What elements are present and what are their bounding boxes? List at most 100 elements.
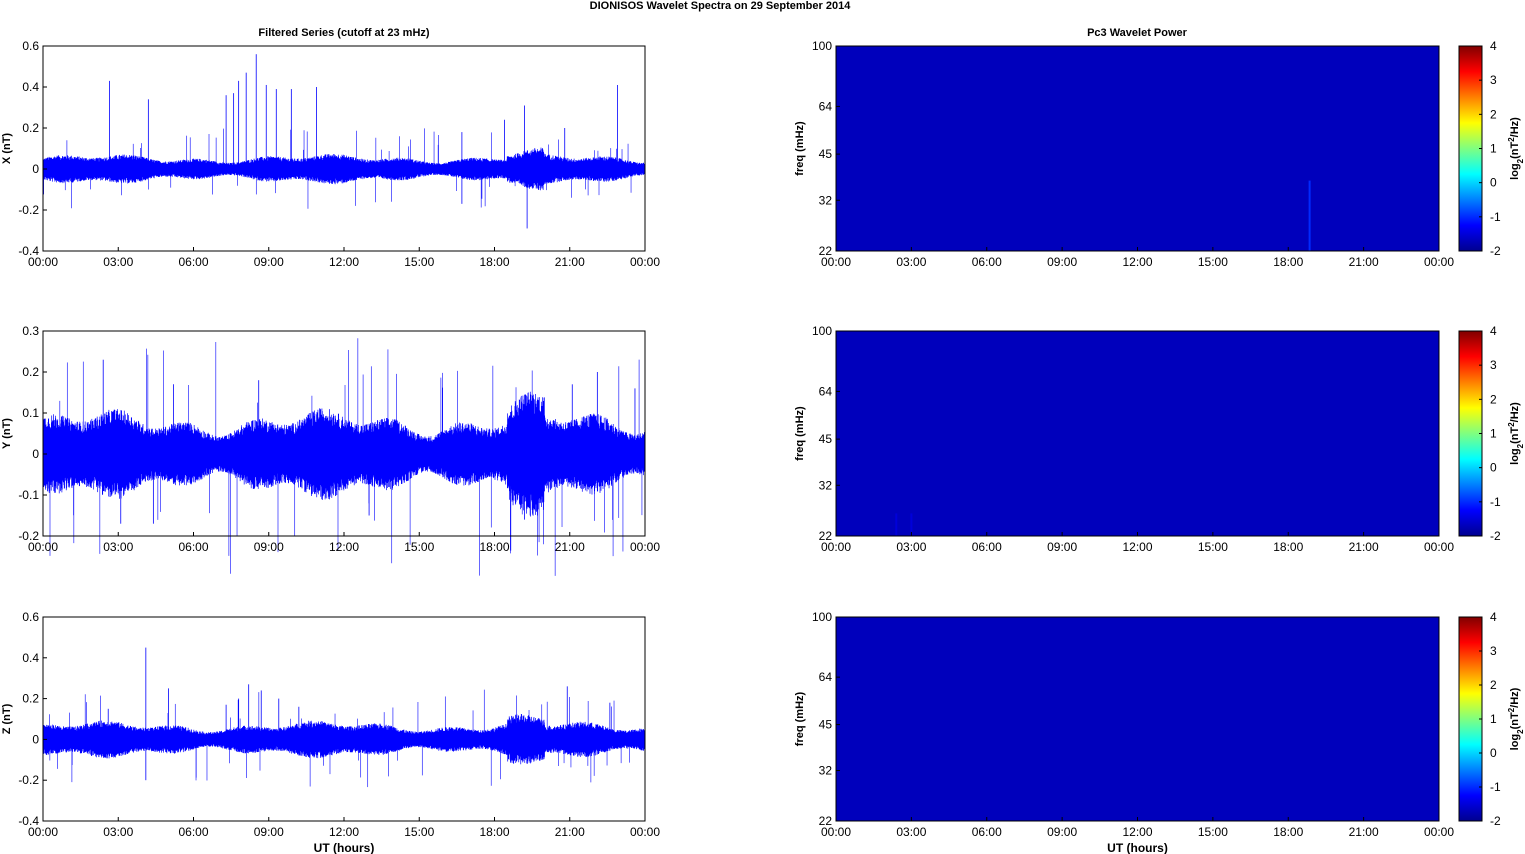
wavelet-panel-3-colorbar-tick-label: 3	[1490, 644, 1497, 658]
wavelet-panel-2-xtick-label: 00:00	[821, 540, 851, 554]
wavelet-panel-2-xtick-label: 12:00	[1122, 540, 1152, 554]
wavelet-panel-1-ytick-label: 22	[819, 244, 833, 258]
wavelet-panel-1-colorbar-tick-label: 3	[1490, 73, 1497, 87]
wavelet-panel-3-ytick-label: 22	[819, 814, 833, 828]
wavelet-panel-3-xlabel: UT (hours)	[1107, 841, 1168, 854]
wavelet-panel-2-colorbar-tick-label: 2	[1490, 392, 1497, 406]
series-panel-z-xtick-label: 06:00	[178, 825, 208, 839]
wavelet-panel-1-ytick-label: 100	[812, 39, 832, 53]
wavelet-panel-3-colorbar-tick-label: 2	[1490, 678, 1497, 692]
series-panel-y-trace	[42, 391, 646, 517]
series-panel-z-xtick-label: 15:00	[404, 825, 434, 839]
wavelet-panel-3-xtick-label: 18:00	[1273, 825, 1303, 839]
series-panel-y-xtick-label: 18:00	[479, 540, 509, 554]
series-panel-z-xtick-label: 21:00	[555, 825, 585, 839]
wavelet-panel-3-xtick-label: 21:00	[1349, 825, 1379, 839]
series-panel-x-ytick-label: 0	[32, 162, 39, 176]
wavelet-panel-2-xtick-label: 18:00	[1273, 540, 1303, 554]
series-panel-z-ytick-label: -0.4	[18, 814, 39, 828]
wavelet-panel-1-power-field	[836, 46, 1439, 251]
wavelet-panel-1-colorbar-tick-label: -1	[1490, 210, 1501, 224]
series-panel-z-ytick-label: 0.4	[22, 651, 39, 665]
series-panel-y-ylabel: Y (nT)	[1, 418, 13, 449]
wavelet-panel-1-colorbar-tick-label: 0	[1490, 176, 1497, 190]
wavelet-panel-3-xtick-label: 12:00	[1122, 825, 1152, 839]
right-column-title: Pc3 Wavelet Power	[1087, 27, 1188, 39]
series-panel-x-trace	[42, 147, 646, 191]
wavelet-panel-1-colorbar-tick-label: -2	[1490, 244, 1501, 258]
series-panel-x-xtick-label: 12:00	[329, 255, 359, 269]
wavelet-panel-1-xtick-label: 21:00	[1349, 255, 1379, 269]
wavelet-panel-2-ytick-label: 100	[812, 324, 832, 338]
series-panel-z-ytick-label: 0.2	[22, 692, 39, 706]
wavelet-panel-1-xtick-label: 06:00	[972, 255, 1002, 269]
series-panel-y-ytick-label: -0.2	[18, 529, 39, 543]
series-panel-z-xtick-label: 09:00	[254, 825, 284, 839]
series-panel-z-ytick-label: -0.2	[18, 773, 39, 787]
wavelet-panel-2-power-feature	[910, 513, 913, 536]
wavelet-panel-2-colorbar-tick-label: 1	[1490, 427, 1497, 441]
series-panel-y-xtick-label: 06:00	[178, 540, 208, 554]
series-panel-x-xtick-label: 21:00	[555, 255, 585, 269]
wavelet-panel-1-ytick-label: 64	[819, 99, 833, 113]
wavelet-panel-1-colorbar	[1458, 45, 1483, 252]
wavelet-panel-3-xtick-label: 09:00	[1047, 825, 1077, 839]
wavelet-panel-3-ytick-label: 100	[812, 610, 832, 624]
series-panel-x-ytick-label: -0.4	[18, 244, 39, 258]
wavelet-panel-3-xtick-label: 15:00	[1198, 825, 1228, 839]
wavelet-panel-1-colorbar-tick-label: 2	[1490, 107, 1497, 121]
wavelet-panel-2-xtick-label: 00:00	[1424, 540, 1454, 554]
wavelet-panel-3-xtick-label: 03:00	[896, 825, 926, 839]
series-panel-y-ytick-label: -0.1	[18, 488, 39, 502]
wavelet-panel-1-xtick-label: 03:00	[896, 255, 926, 269]
wavelet-panel-2-colorbar	[1458, 330, 1483, 537]
series-panel-x-xtick-label: 00:00	[630, 255, 660, 269]
series-panel-x-xtick-label: 00:00	[28, 255, 58, 269]
series-panel-z-xtick-label: 03:00	[103, 825, 133, 839]
wavelet-panel-1-xtick-label: 12:00	[1122, 255, 1152, 269]
wavelet-panel-3-colorbar-label: log2(nT2/Hz)	[1507, 687, 1525, 750]
wavelet-panel-3-xtick-label: 06:00	[972, 825, 1002, 839]
series-panel-y-ytick-label: 0.3	[22, 324, 39, 338]
series-panel-x-background	[43, 46, 645, 251]
wavelet-panel-3-ytick-label: 45	[819, 718, 833, 732]
wavelet-panel-3-xtick-label: 00:00	[821, 825, 851, 839]
wavelet-panel-3-colorbar	[1458, 616, 1483, 822]
wavelet-panel-2-ytick-label: 64	[819, 384, 833, 398]
wavelet-panel-2-colorbar-tick-label: -1	[1490, 495, 1501, 509]
wavelet-panel-3-xtick-label: 00:00	[1424, 825, 1454, 839]
series-panel-y-xtick-label: 12:00	[329, 540, 359, 554]
wavelet-panel-2-colorbar-tick-label: 4	[1490, 324, 1497, 338]
wavelet-panel-3-colorbar-tick-label: 1	[1490, 712, 1497, 726]
wavelet-panel-1-colorbar-tick-label: 1	[1490, 142, 1497, 156]
wavelet-panel-2-ytick-label: 22	[819, 529, 833, 543]
wavelet-panel-2-ytick-label: 32	[819, 478, 833, 492]
series-panel-y-xtick-label: 09:00	[254, 540, 284, 554]
wavelet-panel-1-xtick-label: 00:00	[1424, 255, 1454, 269]
wavelet-panel-2-colorbar-tick-label: 3	[1490, 358, 1497, 372]
wavelet-panel-2-power-field	[836, 331, 1439, 536]
series-panel-z-ytick-label: 0	[32, 732, 39, 746]
series-panel-y-xtick-label: 21:00	[555, 540, 585, 554]
wavelet-panel-2-ytick-label: 45	[819, 432, 833, 446]
wavelet-panel-2-colorbar-label: log2(nT2/Hz)	[1507, 402, 1525, 465]
left-column-title: Filtered Series (cutoff at 23 mHz)	[258, 27, 429, 39]
panels-group: -0.4 -0.2 0 0.2 0.4 0.6 X (nT) 00:00 03:00 06:00 0…	[1, 39, 1525, 854]
series-panel-y-xtick-label: 00:00	[28, 540, 58, 554]
wavelet-panel-2-xtick-label: 03:00	[896, 540, 926, 554]
series-panel-y-xtick-label: 00:00	[630, 540, 660, 554]
wavelet-panel-3-colorbar-tick-label: -1	[1490, 780, 1501, 794]
series-panel-y-xtick-label: 15:00	[404, 540, 434, 554]
series-panel-z-xtick-label: 18:00	[479, 825, 509, 839]
series-panel-x-ytick-label: 0.2	[22, 121, 39, 135]
series-panel-x-xtick-label: 18:00	[479, 255, 509, 269]
wavelet-panel-2-colorbar-tick-label: 0	[1490, 461, 1497, 475]
series-panel-x-xtick-label: 09:00	[254, 255, 284, 269]
wavelet-panel-2-xtick-label: 21:00	[1349, 540, 1379, 554]
series-panel-x-ylabel: X (nT)	[1, 133, 13, 164]
series-panel-z-xtick-label: 12:00	[329, 825, 359, 839]
series-panel-z-background	[43, 617, 645, 821]
wavelet-panel-3-colorbar-tick-label: 4	[1490, 610, 1497, 624]
series-panel-z-ytick-label: 0.6	[22, 610, 39, 624]
